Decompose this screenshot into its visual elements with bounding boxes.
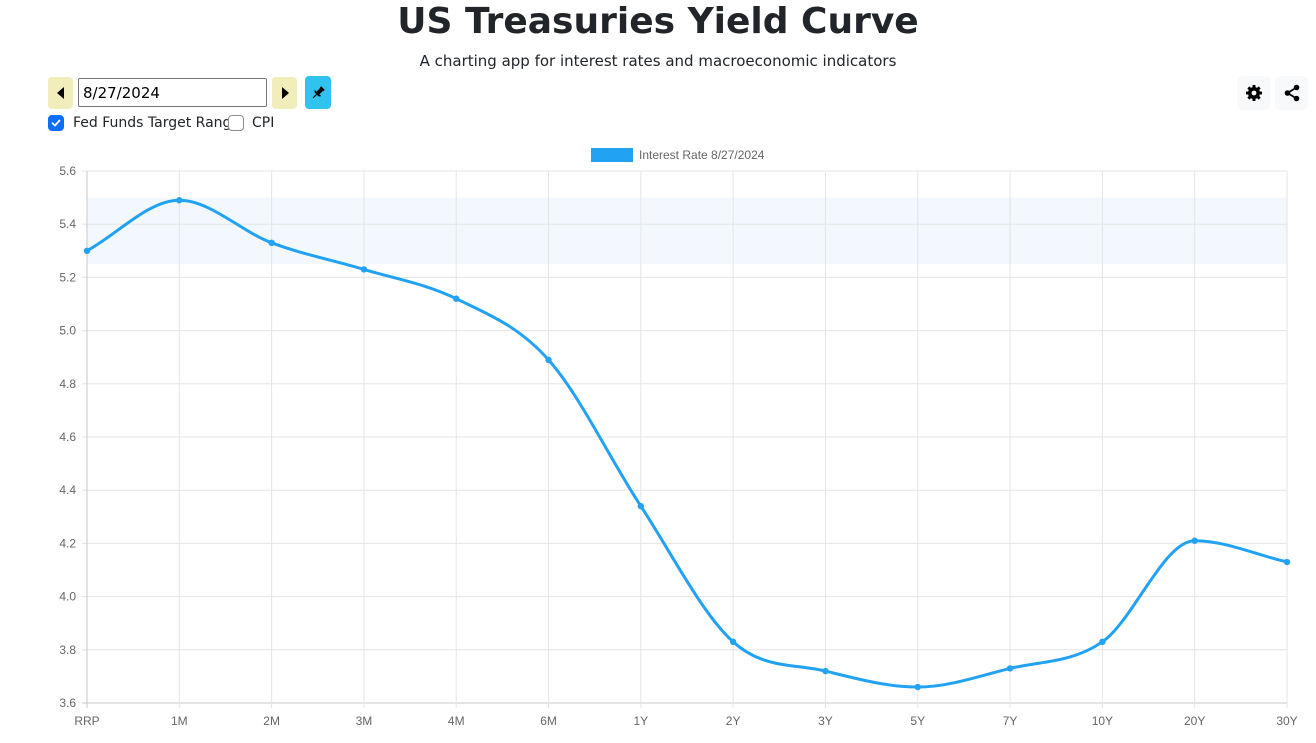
data-point-rrp	[83, 247, 91, 254]
data-point-5y	[914, 683, 921, 691]
page-subtitle: A charting app for interest rates and ma…	[419, 52, 897, 70]
data-point-2m	[268, 239, 275, 247]
share-button[interactable]	[1275, 76, 1308, 110]
y-tick-label: 5.4	[59, 217, 76, 231]
x-tick-label: 5Y	[910, 714, 925, 728]
data-point-30y	[1283, 558, 1291, 566]
x-tick-label: 4M	[448, 714, 465, 728]
next-date-button[interactable]	[272, 77, 297, 109]
data-point-2y	[729, 638, 737, 646]
caret-left-icon	[56, 87, 64, 99]
caret-right-icon	[281, 87, 289, 99]
data-point-1y	[637, 502, 645, 510]
previous-date-button[interactable]	[48, 77, 73, 109]
yield-curve-chart: Interest Rate 8/27/2024 5.6 5.4 5.2 5.0 4.8 4…	[59, 148, 1298, 728]
date-input[interactable]	[78, 78, 267, 107]
x-tick-label: 20Y	[1184, 714, 1205, 728]
legend-label: Interest Rate 8/27/2024	[639, 148, 765, 162]
x-tick-label: 7Y	[1003, 714, 1018, 728]
data-point-4m	[453, 295, 460, 302]
share-icon	[1284, 84, 1299, 102]
data-point-10y	[1099, 638, 1106, 646]
page-title: US Treasuries Yield Curve	[397, 1, 919, 42]
series-line-interest-rate	[86, 198, 1288, 689]
y-tick-label: 3.6	[59, 696, 76, 710]
x-tick-label: 3Y	[818, 714, 833, 728]
x-tick-label: 6M	[540, 714, 557, 728]
settings-button[interactable]	[1237, 76, 1270, 110]
x-tick-label: 1M	[171, 714, 188, 728]
y-tick-label: 4.6	[59, 430, 76, 444]
fed-funds-label[interactable]: Fed Funds Target Range	[73, 115, 241, 131]
y-tick-label: 5.2	[59, 270, 76, 284]
x-tick-label: 1Y	[634, 714, 649, 728]
y-tick-label: 4.2	[59, 536, 76, 550]
data-point-6m	[545, 356, 552, 364]
x-tick-label: 2M	[263, 714, 280, 728]
x-tick-label: 2Y	[726, 714, 741, 728]
y-tick-label: 3.8	[59, 643, 76, 657]
legend-swatch	[591, 148, 633, 162]
fed-funds-checkbox[interactable]	[48, 115, 64, 131]
pin-button[interactable]	[305, 76, 331, 109]
y-tick-label: 5.0	[59, 324, 76, 338]
gear-icon	[1245, 85, 1262, 101]
pin-icon	[312, 85, 325, 98]
y-tick-label: 5.6	[59, 164, 76, 178]
x-tick-label: 10Y	[1092, 714, 1113, 728]
data-point-1m	[176, 197, 183, 204]
data-point-20y	[1191, 537, 1198, 544]
y-tick-label: 4.0	[59, 590, 76, 604]
data-point-3m	[360, 266, 368, 273]
cpi-checkbox[interactable]	[228, 115, 244, 131]
cpi-label[interactable]: CPI	[252, 115, 275, 131]
x-tick-label: 30Y	[1276, 714, 1297, 728]
checkmark-icon	[51, 119, 61, 127]
data-point-3y	[822, 667, 829, 675]
fed-funds-target-band	[87, 197, 1287, 265]
y-tick-label: 4.8	[59, 377, 76, 391]
x-tick-label: 3M	[356, 714, 373, 728]
x-tick-label: RRP	[74, 714, 99, 728]
y-tick-label: 4.4	[59, 483, 76, 497]
data-point-7y	[1006, 665, 1014, 672]
